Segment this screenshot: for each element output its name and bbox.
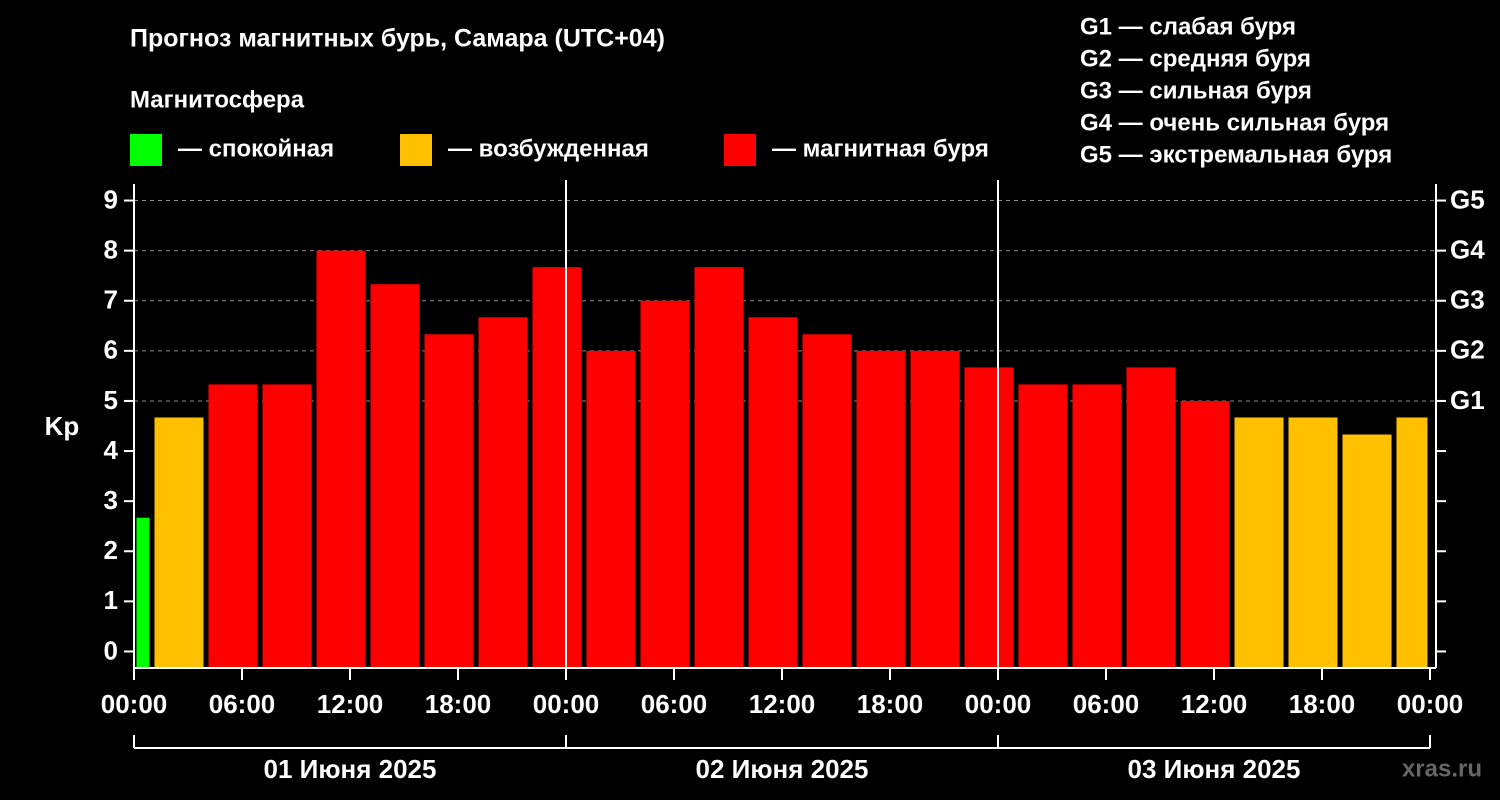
x-tick-label: 06:00 bbox=[641, 689, 708, 719]
bar bbox=[640, 300, 690, 668]
bar bbox=[748, 317, 798, 668]
y-tick-label: 9 bbox=[104, 184, 118, 214]
bar bbox=[856, 350, 906, 668]
x-tick-label: 12:00 bbox=[1181, 689, 1248, 719]
y2-tick-label: G5 bbox=[1450, 184, 1485, 214]
x-tick-label: 00:00 bbox=[101, 689, 168, 719]
legend-swatch bbox=[130, 134, 162, 166]
legend-title: Магнитосфера bbox=[130, 86, 305, 113]
chart-title: Прогноз магнитных бурь, Самара (UTC+04) bbox=[130, 25, 665, 53]
bar bbox=[1126, 367, 1176, 668]
bar bbox=[424, 334, 474, 668]
bar bbox=[1396, 417, 1428, 668]
x-tick-label: 00:00 bbox=[533, 689, 600, 719]
legend-label: — возбужденная bbox=[448, 135, 649, 162]
x-tick-label: 18:00 bbox=[857, 689, 924, 719]
legend-swatch bbox=[400, 134, 432, 166]
x-tick-label: 00:00 bbox=[965, 689, 1032, 719]
bar bbox=[694, 267, 744, 668]
y-tick-label: 1 bbox=[104, 585, 118, 615]
x-tick-label: 12:00 bbox=[317, 689, 384, 719]
bar bbox=[1342, 434, 1392, 668]
bar bbox=[262, 384, 312, 668]
day-label: 02 Июня 2025 bbox=[696, 754, 869, 784]
bar bbox=[136, 517, 150, 668]
y2-tick-label: G4 bbox=[1450, 235, 1485, 265]
bar bbox=[910, 350, 960, 668]
y-tick-label: 3 bbox=[104, 485, 118, 515]
y2-tick-label: G1 bbox=[1450, 385, 1485, 415]
y-tick-label: 8 bbox=[104, 235, 118, 265]
bar bbox=[802, 334, 852, 668]
bar bbox=[1180, 400, 1230, 668]
bar bbox=[586, 350, 636, 668]
y-tick-label: 0 bbox=[104, 635, 118, 665]
bar bbox=[1018, 384, 1068, 668]
y-tick-label: 6 bbox=[104, 335, 118, 365]
x-tick-label: 06:00 bbox=[209, 689, 276, 719]
day-label: 03 Июня 2025 bbox=[1128, 754, 1301, 784]
y-tick-label: 4 bbox=[104, 435, 119, 465]
y-tick-label: 7 bbox=[104, 285, 118, 315]
legend-swatch bbox=[724, 134, 756, 166]
x-tick-label: 00:00 bbox=[1397, 689, 1464, 719]
g-scale-label: G1 — слабая буря bbox=[1080, 13, 1296, 40]
bar bbox=[208, 384, 258, 668]
watermark: xras.ru bbox=[1402, 755, 1482, 782]
y2-tick-label: G2 bbox=[1450, 335, 1485, 365]
bar bbox=[370, 284, 420, 668]
g-scale-label: G5 — экстремальная буря bbox=[1080, 141, 1392, 168]
bar bbox=[154, 417, 204, 668]
bar bbox=[964, 367, 1014, 668]
y-tick-label: 5 bbox=[104, 385, 118, 415]
day-label: 01 Июня 2025 bbox=[264, 754, 437, 784]
x-tick-label: 06:00 bbox=[1073, 689, 1140, 719]
bar bbox=[532, 267, 582, 668]
bar bbox=[1234, 417, 1284, 668]
x-tick-label: 18:00 bbox=[1289, 689, 1356, 719]
bar bbox=[316, 250, 366, 668]
bar bbox=[1072, 384, 1122, 668]
y2-tick-label: G3 bbox=[1450, 285, 1485, 315]
x-tick-label: 18:00 bbox=[425, 689, 492, 719]
bar bbox=[1288, 417, 1338, 668]
y-tick-label: 2 bbox=[104, 535, 118, 565]
y-axis-label: Kp bbox=[45, 411, 80, 441]
bar bbox=[478, 317, 528, 668]
g-scale-label: G2 — средняя буря bbox=[1080, 45, 1311, 72]
g-scale-label: G3 — сильная буря bbox=[1080, 77, 1312, 104]
legend-label: — магнитная буря bbox=[772, 135, 989, 162]
legend-label: — спокойная bbox=[178, 135, 334, 162]
g-scale-label: G4 — очень сильная буря bbox=[1080, 109, 1389, 136]
x-tick-label: 12:00 bbox=[749, 689, 816, 719]
